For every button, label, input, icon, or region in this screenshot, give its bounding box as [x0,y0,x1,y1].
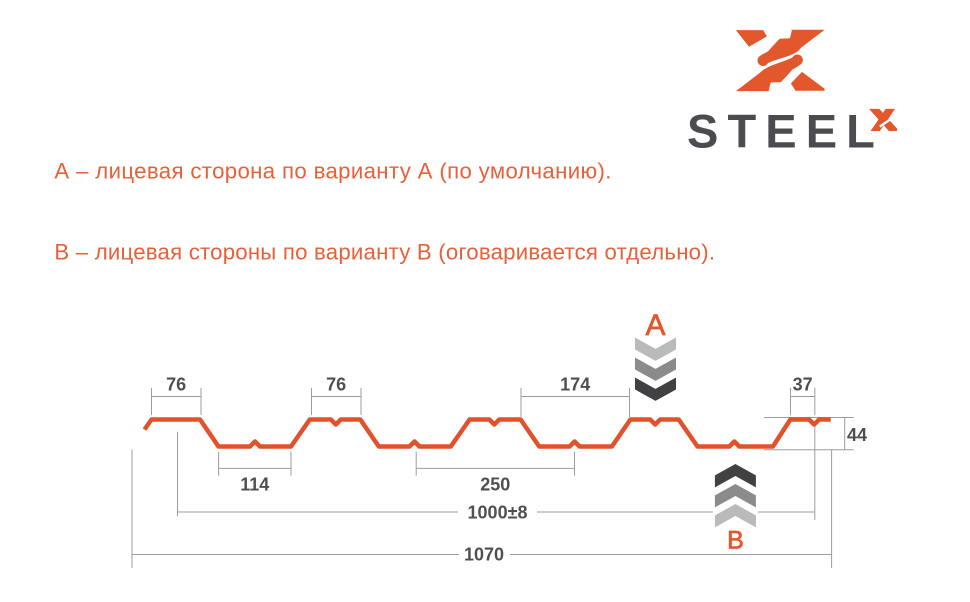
svg-text:76: 76 [166,375,186,395]
svg-text:STEEL: STEEL [687,105,884,158]
svg-text:1070: 1070 [464,545,504,565]
svg-text:А – лицевая сторона по вариант: А – лицевая сторона по варианту А (по ум… [54,159,611,184]
svg-text:76: 76 [326,375,346,395]
svg-text:В – лицевая стороны по вариант: В – лицевая стороны по варианту В (огова… [54,240,715,265]
svg-text:44: 44 [847,425,867,445]
svg-text:A: A [645,309,665,342]
svg-text:174: 174 [560,375,590,395]
svg-text:250: 250 [480,475,510,495]
svg-text:114: 114 [240,475,269,495]
svg-text:37: 37 [793,375,813,395]
svg-text:1000±8: 1000±8 [468,503,528,523]
svg-text:B: B [727,527,744,555]
